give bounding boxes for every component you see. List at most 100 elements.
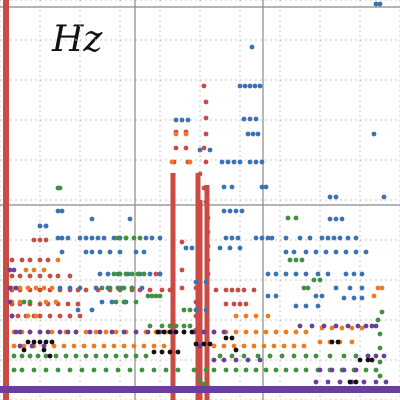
data-point xyxy=(127,367,133,373)
data-point xyxy=(173,117,179,123)
data-point-red xyxy=(65,301,71,307)
data-point xyxy=(327,194,333,200)
data-point xyxy=(139,367,145,373)
data-point-red xyxy=(237,301,243,307)
data-point xyxy=(103,367,109,373)
data-point xyxy=(183,245,189,251)
data-point xyxy=(323,249,329,255)
data-point xyxy=(115,235,121,241)
data-point xyxy=(227,245,233,251)
data-point xyxy=(231,343,237,349)
data-point xyxy=(341,295,347,301)
data-point-red xyxy=(201,83,207,89)
data-point-red xyxy=(47,273,53,279)
data-point xyxy=(369,357,375,363)
data-point xyxy=(37,329,43,335)
data-point-red xyxy=(15,313,21,319)
data-point xyxy=(41,347,47,353)
data-point xyxy=(369,323,375,329)
data-point xyxy=(55,367,61,373)
data-point xyxy=(181,307,187,313)
data-point xyxy=(157,235,163,241)
data-point xyxy=(135,271,141,277)
data-point xyxy=(201,341,207,347)
data-point-red xyxy=(159,287,165,293)
data-point xyxy=(377,331,383,337)
data-point-red xyxy=(193,299,199,305)
data-point xyxy=(151,343,157,349)
data-point xyxy=(163,367,169,373)
data-point xyxy=(217,245,223,251)
data-point xyxy=(305,285,311,291)
data-point xyxy=(357,357,363,363)
data-point xyxy=(99,285,105,291)
data-point-red xyxy=(203,159,209,165)
data-point xyxy=(303,271,309,277)
data-point xyxy=(353,353,359,359)
data-point-red xyxy=(213,287,219,293)
data-point xyxy=(233,208,239,214)
data-point xyxy=(183,131,189,137)
data-point xyxy=(37,339,43,345)
data-point xyxy=(133,249,139,255)
data-point xyxy=(229,235,235,241)
data-point xyxy=(187,159,193,165)
data-point xyxy=(233,313,239,319)
data-point xyxy=(189,329,195,335)
data-point xyxy=(359,295,365,301)
data-point xyxy=(297,323,303,329)
data-point xyxy=(33,285,39,291)
data-point xyxy=(377,373,383,379)
data-point-red xyxy=(57,313,63,319)
data-point-red xyxy=(37,287,43,293)
data-point xyxy=(157,293,163,299)
data-point xyxy=(373,379,379,385)
data-point xyxy=(115,367,121,373)
data-point xyxy=(173,329,179,335)
data-point xyxy=(131,235,137,241)
data-point xyxy=(247,83,253,89)
data-point xyxy=(157,271,163,277)
data-point-red xyxy=(31,237,37,243)
data-point xyxy=(353,235,359,241)
data-point xyxy=(167,323,173,329)
data-point xyxy=(315,271,321,277)
data-point xyxy=(207,341,213,347)
data-point xyxy=(153,293,159,299)
data-point xyxy=(293,329,299,335)
data-point xyxy=(169,159,175,165)
data-point xyxy=(27,299,33,305)
data-point xyxy=(249,44,255,50)
data-point xyxy=(345,235,351,241)
data-point xyxy=(229,335,235,341)
data-point xyxy=(325,235,331,241)
data-point-red xyxy=(197,171,203,177)
data-point xyxy=(71,343,77,349)
data-point xyxy=(27,353,33,359)
data-point xyxy=(347,379,353,385)
data-point-red xyxy=(67,273,73,279)
data-point xyxy=(225,159,231,165)
data-point xyxy=(339,216,345,222)
data-point xyxy=(97,249,103,255)
data-point xyxy=(371,293,377,299)
data-point xyxy=(95,235,101,241)
data-point-red xyxy=(27,273,33,279)
data-point xyxy=(11,353,17,359)
data-point xyxy=(83,235,89,241)
data-point xyxy=(103,329,109,335)
data-point xyxy=(247,116,253,122)
data-point xyxy=(339,325,345,331)
data-point xyxy=(253,159,259,165)
data-point xyxy=(127,216,133,222)
data-point xyxy=(371,131,377,137)
data-point xyxy=(242,83,248,89)
data-point xyxy=(185,117,191,123)
data-point xyxy=(49,339,55,345)
data-point xyxy=(287,257,293,263)
data-point-red xyxy=(37,257,43,263)
baseline xyxy=(0,386,400,393)
data-point xyxy=(17,343,23,349)
data-point xyxy=(243,329,249,335)
